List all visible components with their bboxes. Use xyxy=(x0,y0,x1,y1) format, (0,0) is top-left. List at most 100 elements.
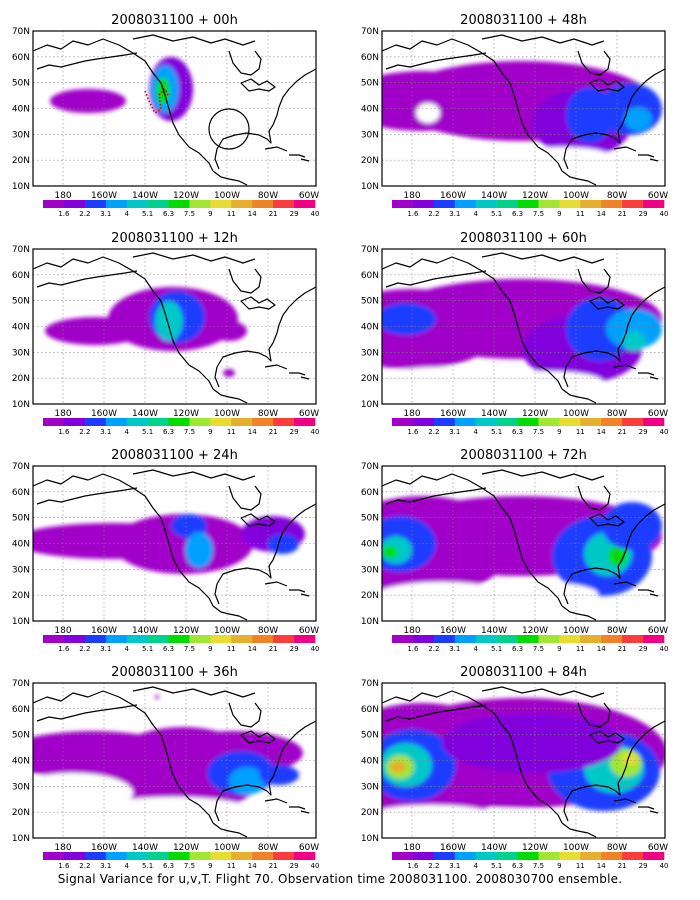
colorbar-label: 40 xyxy=(311,210,320,218)
colorbar: 1.6 2.2 3.1 4 5.1 6.3 7.5 9 11 14 21 29 40 xyxy=(43,852,319,870)
colorbar-label: 5.1 xyxy=(142,862,153,870)
map-frame xyxy=(32,465,317,622)
colorbar-swatch xyxy=(43,635,65,643)
colorbar-swatch xyxy=(643,200,665,208)
longitude-label: 60W xyxy=(648,409,668,419)
colorbar-label: 1.6 xyxy=(407,862,419,870)
colorbar-label: 1.6 xyxy=(407,210,419,218)
colorbar-label: 9 xyxy=(557,428,561,436)
colorbar-swatch xyxy=(168,852,190,860)
field-contour xyxy=(382,546,398,558)
longitude-label: 180 xyxy=(403,191,420,201)
colorbar-swatch xyxy=(496,635,518,643)
latitude-label: 50N xyxy=(12,731,30,741)
longitude-label: 160W xyxy=(91,191,117,201)
longitude-label: 180 xyxy=(54,409,71,419)
panel-title: 2008031100 + 72h xyxy=(460,448,587,463)
map-panel: 2008031100 + 12h 70N 60N 50N 40N 30N 20N 10N 180… xyxy=(12,231,320,436)
colorbar-label: 7.5 xyxy=(184,645,195,653)
colorbar-swatch xyxy=(273,852,295,860)
map-panel: 2008031100 + 00h 70N 60N 50N 40N 30N 20N 10N 180… xyxy=(12,13,320,218)
colorbar-label: 2.2 xyxy=(428,210,439,218)
field-contour xyxy=(50,89,126,113)
colorbar-swatch xyxy=(126,635,148,643)
latitude-label: 20N xyxy=(12,591,30,601)
colorbar-label: 9 xyxy=(208,210,212,218)
latitude-label: 60N xyxy=(361,488,379,498)
longitude-label: 140W xyxy=(481,191,507,201)
field-contour xyxy=(622,331,646,351)
colorbar-label: 5.1 xyxy=(142,645,153,653)
colorbar-label: 5.1 xyxy=(142,210,153,218)
colorbar-swatch xyxy=(147,200,169,208)
longitude-label: 100W xyxy=(214,191,240,201)
longitude-label: 120W xyxy=(522,409,548,419)
signal-field xyxy=(33,466,316,621)
colorbar-swatch xyxy=(84,635,107,643)
longitude-label: 120W xyxy=(173,843,199,853)
longitude-label: 160W xyxy=(91,626,117,636)
signal-field xyxy=(33,31,316,186)
colorbar-label: 21 xyxy=(269,428,278,436)
latitude-label: 60N xyxy=(361,705,379,715)
colorbar-swatch xyxy=(147,635,169,643)
latitude-label: 60N xyxy=(12,53,30,63)
colorbar-label: 4 xyxy=(473,862,478,870)
map-panel: 2008031100 + 60h 70N 60N 50N 40N 30N 20N 10N 180… xyxy=(361,231,669,436)
longitude-label: 120W xyxy=(173,191,199,201)
longitude-label: 60W xyxy=(299,843,319,853)
latitude-label: 30N xyxy=(361,782,379,792)
latitude-label: 20N xyxy=(12,156,30,166)
colorbar-label: 29 xyxy=(639,645,648,653)
colorbar-swatch xyxy=(294,635,316,643)
colorbar: 1.6 2.2 3.1 4 5.1 6.3 7.5 9 11 14 21 29 40 xyxy=(43,635,319,653)
longitude-label: 80W xyxy=(607,409,627,419)
flight-track xyxy=(144,87,170,115)
observation-circle xyxy=(208,108,250,150)
colorbar-label: 14 xyxy=(248,645,257,653)
colorbar-label: 6.3 xyxy=(163,645,174,653)
latitude-label: 10N xyxy=(361,182,379,192)
latitude-label: 50N xyxy=(361,514,379,524)
field-contour xyxy=(602,502,662,550)
colorbar-swatch xyxy=(433,418,456,426)
colorbar-swatch xyxy=(643,635,665,643)
colorbar-swatch xyxy=(210,418,232,426)
colorbar-label: 21 xyxy=(618,210,627,218)
longitude-label: 80W xyxy=(258,409,278,419)
colorbar-label: 3.1 xyxy=(100,645,111,653)
field-contour xyxy=(223,369,235,377)
colorbar-swatch xyxy=(189,852,211,860)
colorbar-swatch xyxy=(231,635,253,643)
colorbar-label: 9 xyxy=(208,862,212,870)
colorbar-swatch xyxy=(601,852,623,860)
colorbar-label: 21 xyxy=(618,428,627,436)
colorbar-label: 29 xyxy=(290,645,299,653)
colorbar-label: 4 xyxy=(124,210,129,218)
colorbar-swatch xyxy=(84,200,107,208)
colorbar-swatch xyxy=(43,200,65,208)
map-frame xyxy=(381,465,666,622)
latitude-label: 30N xyxy=(12,130,30,140)
colorbar-label: 1.6 xyxy=(407,428,419,436)
field-contour xyxy=(185,532,213,568)
longitude-label: 160W xyxy=(440,626,466,636)
colorbar-swatch xyxy=(231,852,253,860)
longitude-label: 80W xyxy=(258,191,278,201)
latitude-label: 50N xyxy=(12,514,30,524)
field-contour xyxy=(390,761,406,773)
colorbar-label: 40 xyxy=(311,428,320,436)
colorbar-swatch xyxy=(538,418,560,426)
gridlines xyxy=(382,466,665,621)
gridlines xyxy=(382,683,665,838)
colorbar-swatch xyxy=(147,852,169,860)
panel-title: 2008031100 + 36h xyxy=(111,665,238,680)
colorbar-swatch xyxy=(622,635,644,643)
map-panels: 2008031100 + 00h 70N 60N 50N 40N 30N 20N 10N 180… xyxy=(12,13,669,870)
colorbar-swatch xyxy=(601,635,623,643)
colorbar-swatch xyxy=(412,418,435,426)
latitude-label: 50N xyxy=(12,297,30,307)
colorbar-swatch xyxy=(126,200,148,208)
latitude-label: 40N xyxy=(12,105,30,115)
